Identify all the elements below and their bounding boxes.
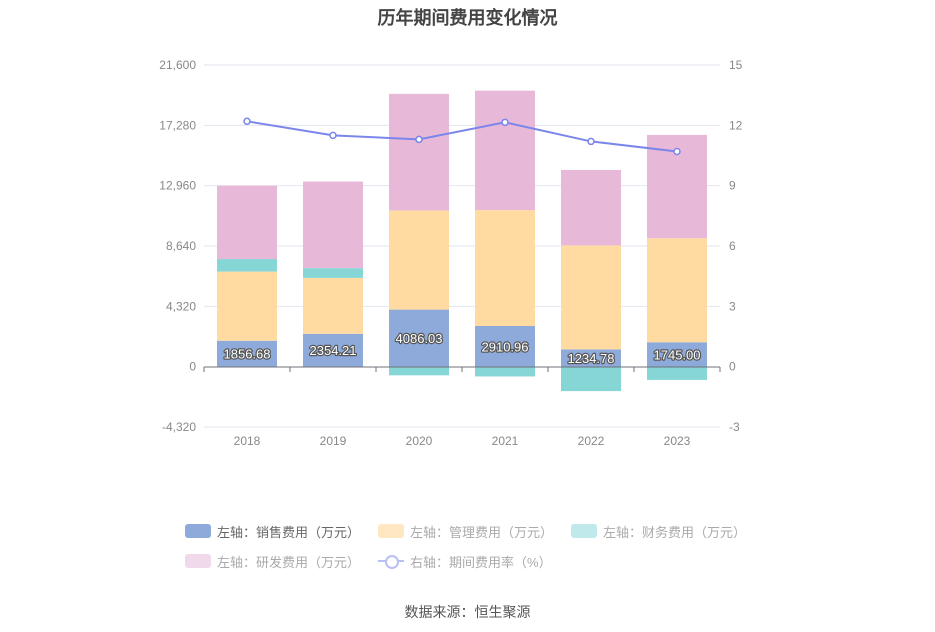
bar-segment bbox=[475, 366, 535, 377]
right-axis-tick-label: 9 bbox=[729, 179, 736, 193]
line-point bbox=[415, 135, 423, 144]
bar-segment bbox=[561, 366, 621, 392]
bar-segment bbox=[217, 185, 277, 260]
bar-segment bbox=[303, 277, 363, 334]
bar-segment bbox=[389, 210, 449, 310]
legend-label: 左轴：销售费用（万元） bbox=[217, 524, 361, 540]
left-axis-tick-label: 0 bbox=[189, 360, 196, 374]
chart-legend: 左轴：销售费用（万元） 左轴：管理费用（万元） 左轴：财务费用（万元） 左轴：研发费用… bbox=[185, 516, 785, 576]
legend-row: 左轴：销售费用（万元） 左轴：管理费用（万元） 左轴：财务费用（万元） bbox=[185, 516, 785, 546]
legend-label: 右轴：期间费用率（%） bbox=[410, 554, 552, 570]
right-axis-tick-label: 3 bbox=[729, 299, 736, 313]
bar-segment bbox=[303, 181, 363, 269]
left-axis-tick-label: 17,280 bbox=[159, 118, 196, 132]
bar-segment bbox=[647, 238, 707, 343]
line-point bbox=[501, 118, 509, 127]
series-line bbox=[246, 120, 678, 153]
data-source-note: 数据来源：恒生聚源 bbox=[404, 604, 531, 620]
right-axis-tick-label: 0 bbox=[729, 360, 736, 374]
bar-segment bbox=[303, 268, 363, 278]
bar-data-label: 1856.68 bbox=[224, 347, 271, 362]
legend-swatch-icon bbox=[378, 524, 405, 538]
line-point bbox=[587, 137, 595, 146]
left-axis-tick-label: 4,320 bbox=[166, 299, 196, 313]
left-axis-tick-label: 8,640 bbox=[166, 239, 196, 253]
chart-title: 历年期间费用变化情况 bbox=[377, 8, 558, 28]
left-axis-tick-label: 21,600 bbox=[159, 58, 196, 72]
bar-segment bbox=[389, 93, 449, 211]
bar-segment bbox=[647, 342, 707, 367]
bar-segment bbox=[217, 259, 277, 272]
legend-row: 左轴：研发费用（万元） 右轴：期间费用率（%） bbox=[185, 546, 785, 576]
bar-segment bbox=[389, 366, 449, 376]
legend-item[interactable]: 右轴：期间费用率（%） bbox=[378, 552, 552, 571]
legend-label: 左轴：管理费用（万元） bbox=[410, 524, 554, 540]
x-axis-tick-label: 2018 bbox=[234, 434, 261, 448]
legend-item[interactable]: 左轴：管理费用（万元） bbox=[378, 522, 553, 541]
right-axis-tick-label: -3 bbox=[729, 420, 740, 434]
left-axis-tick-label: 12,960 bbox=[159, 179, 196, 193]
bar-segment bbox=[303, 333, 363, 367]
left-axis-tick-label: -4,320 bbox=[162, 420, 196, 434]
legend-swatch-icon bbox=[185, 554, 211, 568]
right-axis-tick-label: 12 bbox=[729, 118, 743, 132]
x-axis-tick-label: 2020 bbox=[406, 434, 433, 448]
line-point bbox=[673, 147, 681, 156]
line-point bbox=[329, 131, 337, 140]
legend-label: 左轴：研发费用（万元） bbox=[217, 554, 361, 570]
bar-segment bbox=[475, 326, 535, 367]
legend-swatch-icon bbox=[571, 524, 598, 538]
bar-data-label: 1745.00 bbox=[654, 347, 701, 362]
bar-segment bbox=[561, 169, 621, 246]
x-axis-tick-label: 2021 bbox=[492, 434, 519, 448]
bar-segment bbox=[561, 245, 621, 350]
legend-swatch-icon bbox=[378, 554, 405, 569]
x-axis-tick-label: 2022 bbox=[578, 434, 605, 448]
line-point bbox=[243, 117, 251, 126]
legend-swatch-icon bbox=[185, 524, 211, 538]
x-axis-tick-label: 2019 bbox=[320, 434, 347, 448]
bar-data-label: 2354.21 bbox=[310, 343, 357, 358]
bar-segment bbox=[561, 349, 621, 367]
legend-item[interactable]: 左轴：销售费用（万元） bbox=[185, 522, 360, 541]
legend-label: 左轴：财务费用（万元） bbox=[603, 524, 747, 540]
bar-data-label: 1234.78 bbox=[568, 351, 615, 366]
legend-item[interactable]: 左轴：研发费用（万元） bbox=[185, 552, 360, 571]
bar-data-label: 2910.96 bbox=[482, 339, 529, 354]
bar-segment bbox=[475, 210, 535, 327]
right-axis-tick-label: 15 bbox=[729, 58, 743, 72]
bar-segment bbox=[217, 271, 277, 341]
legend-item[interactable]: 左轴：财务费用（万元） bbox=[571, 522, 746, 541]
right-axis-tick-label: 6 bbox=[729, 239, 736, 253]
bar-segment bbox=[389, 309, 449, 367]
bar-segment bbox=[647, 366, 707, 380]
x-axis-tick-label: 2023 bbox=[664, 434, 691, 448]
bar-data-label: 4086.03 bbox=[396, 331, 443, 346]
bar-segment bbox=[217, 340, 277, 367]
bar-segment bbox=[475, 90, 535, 211]
